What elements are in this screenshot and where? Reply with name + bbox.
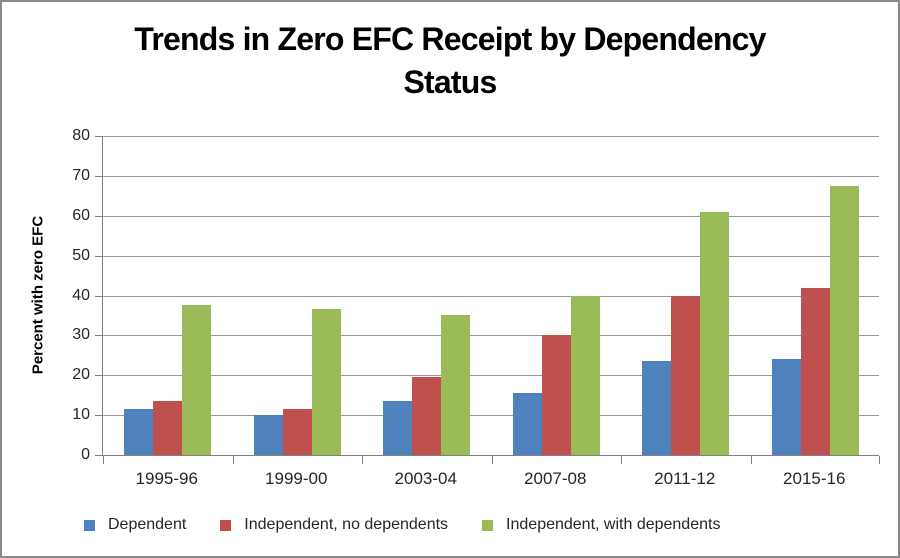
y-tick-label-50: 50: [72, 246, 90, 264]
bar-independent-no-dependents-2011-12: [671, 295, 701, 455]
plot-area: [95, 136, 880, 464]
y-tick-60: [95, 215, 103, 217]
bar-independent-with-dependents-2007-08: [570, 295, 600, 455]
x-tick-5: [750, 456, 752, 464]
bar-independent-no-dependents-2015-16: [800, 287, 830, 455]
y-tick-label-30: 30: [72, 326, 90, 344]
x-label-1995-96: 1995-96: [135, 469, 198, 488]
bar-independent-with-dependents-1999-00: [311, 309, 341, 455]
chart-title-line-2: Status: [403, 64, 498, 100]
x-label-2003-04: 2003-04: [394, 469, 457, 488]
bar-dependent-1999-00: [253, 415, 283, 455]
gridline-10: [103, 415, 879, 417]
x-tick-4: [621, 456, 622, 464]
legend-swatch-icon: [84, 519, 95, 531]
legend-label: Dependent: [108, 516, 187, 533]
bar-dependent-2011-12: [642, 361, 672, 455]
x-label-2015-16: 2015-16: [783, 469, 846, 488]
bar-dependent-1995-96: [124, 409, 154, 455]
bar-independent-with-dependents-2011-12: [700, 211, 730, 455]
bar-independent-with-dependents-1995-96: [182, 305, 212, 455]
x-tick-6: [879, 456, 880, 464]
y-tick-50: [95, 255, 103, 257]
gridline-50: [103, 255, 879, 257]
legend-swatch-icon: [220, 519, 232, 531]
y-tick-70: [95, 175, 103, 177]
legend-item-dependent: Dependent: [84, 516, 186, 534]
x-label-1999-00: 1999-00: [265, 469, 328, 488]
chart-title-line-1: Trends in Zero EFC Receipt by Dependency: [134, 21, 766, 57]
bar-dependent-2015-16: [771, 359, 801, 455]
y-tick-0: [95, 455, 103, 456]
y-axis-title: Percent with zero EFC: [29, 215, 47, 375]
bar-independent-with-dependents-2015-16: [829, 185, 859, 455]
gridline-40: [103, 295, 879, 297]
bar-independent-no-dependents-1999-00: [282, 409, 312, 455]
x-tick-1: [232, 456, 234, 464]
legend-swatch-icon: [482, 519, 494, 531]
legend: Dependent Independent, no dependents Indep…: [84, 512, 720, 538]
gridline-30: [103, 335, 879, 337]
y-tick-30: [95, 335, 103, 337]
y-tick-label-70: 70: [72, 166, 90, 184]
y-tick-label-10: 10: [72, 406, 90, 424]
y-tick-10: [95, 415, 103, 417]
x-label-2007-08: 2007-08: [524, 469, 587, 488]
y-tick-80: [95, 136, 103, 137]
bar-dependent-2003-04: [383, 401, 413, 455]
bar-dependent-2007-08: [512, 393, 542, 455]
x-label-2011-12: 2011-12: [654, 469, 716, 488]
y-tick-label-20: 20: [72, 366, 90, 384]
gridline-70: [103, 175, 879, 177]
y-tick-label-0: 0: [81, 446, 90, 463]
gridline-20: [103, 375, 879, 377]
legend-label: Independent, no dependents: [244, 516, 449, 533]
y-tick-40: [95, 295, 103, 297]
y-tick-20: [95, 375, 103, 377]
x-tick-0: [103, 456, 104, 464]
bar-independent-no-dependents-1995-96: [153, 401, 183, 455]
y-tick-label-80: 80: [72, 127, 90, 144]
gridline-80: [103, 136, 879, 137]
legend-item-independent-with-dependents: Independent, with dependents: [482, 516, 720, 534]
chart-title: Trends in Zero EFC Receipt by Dependency…: [2, 18, 898, 104]
x-tick-3: [491, 456, 493, 464]
legend-item-independent-no-dependents: Independent, no dependents: [220, 516, 448, 534]
legend-label: Independent, with dependents: [506, 516, 721, 533]
y-tick-label-60: 60: [72, 206, 90, 224]
x-tick-2: [362, 456, 363, 464]
bar-independent-no-dependents-2007-08: [541, 335, 571, 455]
gridline-60: [103, 215, 879, 217]
bar-independent-no-dependents-2003-04: [412, 377, 442, 455]
y-tick-label-40: 40: [72, 286, 90, 304]
bar-independent-with-dependents-2003-04: [441, 315, 471, 455]
